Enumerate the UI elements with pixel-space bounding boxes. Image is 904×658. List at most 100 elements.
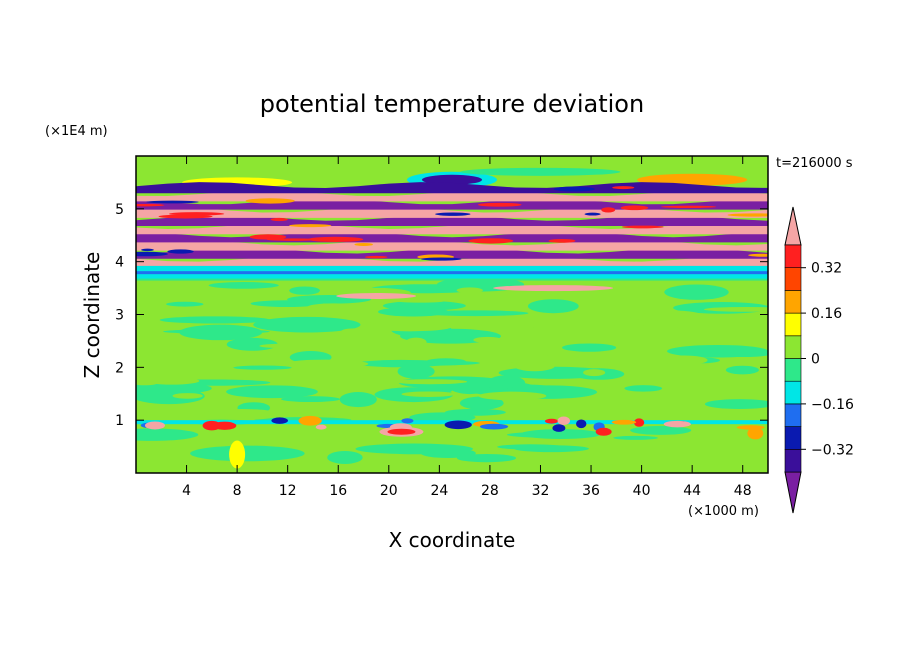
filament <box>158 214 213 219</box>
y-tick-label: 5 <box>115 202 124 218</box>
positive-streak <box>392 379 468 385</box>
colorbar-segment <box>784 312 802 337</box>
colorbar: 0.32 0.16 0 −0.16 −0.32 <box>784 206 854 514</box>
positive-streak <box>202 409 282 420</box>
top-near-zero <box>460 167 621 176</box>
positive-streak <box>583 369 606 377</box>
positive-streak <box>377 374 398 381</box>
positive-streak <box>498 352 551 363</box>
positive-streak <box>478 391 547 401</box>
near-zero-patch <box>159 316 271 324</box>
z1-disturbance <box>315 424 327 430</box>
near-zero-patch <box>562 343 617 352</box>
x-tick-label: 36 <box>582 483 600 499</box>
colorbar-segment <box>784 244 802 269</box>
near-zero-patch <box>444 408 506 416</box>
positive-streak <box>479 325 534 330</box>
filament <box>136 251 168 257</box>
filament <box>621 225 664 229</box>
x-tick-label: 48 <box>734 483 752 499</box>
near-zero-patch <box>422 310 529 317</box>
z1-disturbance <box>663 420 691 428</box>
filament <box>477 202 522 207</box>
colorbar-segment <box>784 403 802 427</box>
filament <box>249 234 287 240</box>
x-tick-label: 4 <box>182 483 191 499</box>
filament <box>420 257 462 261</box>
positive-streak <box>621 332 680 336</box>
colorbar-segment <box>784 448 802 473</box>
z1-disturbance <box>633 418 645 427</box>
positive-streak <box>136 372 180 376</box>
top-cold-core <box>422 174 482 185</box>
chart-title: potential temperature deviation <box>260 90 644 118</box>
edge-warm-blob <box>144 421 165 430</box>
x-tick-label: 8 <box>233 483 242 499</box>
near-zero-patch <box>624 385 663 392</box>
z1-disturbance <box>401 418 414 424</box>
filament <box>270 217 288 222</box>
positive-streak <box>401 391 456 397</box>
filament <box>435 212 471 216</box>
colorbar-segment <box>784 380 802 405</box>
filament <box>266 238 321 241</box>
z1-warm-blob <box>747 427 764 440</box>
near-zero-patch <box>289 286 320 295</box>
near-zero-patch <box>664 284 729 300</box>
near-zero-patch <box>253 316 361 333</box>
near-zero-patch <box>704 399 768 410</box>
positive-streak <box>394 298 446 303</box>
filament <box>307 236 364 242</box>
x-tick-label: 16 <box>329 483 347 499</box>
positive-streak <box>703 306 768 312</box>
near-zero-patch <box>136 388 205 405</box>
near-zero-patch <box>327 451 363 464</box>
contour-field <box>136 156 768 473</box>
positive-streak <box>259 343 320 349</box>
near-zero-patch <box>226 337 278 351</box>
positive-streak <box>284 359 369 369</box>
positive-streak <box>164 353 238 357</box>
x-axis: 4 8 12 16 20 24 28 32 36 40 44 48 <box>182 156 752 499</box>
positive-streak <box>678 366 717 372</box>
x-axis-label: X coordinate <box>389 528 516 552</box>
near-zero-patch <box>459 396 504 410</box>
filament <box>584 212 601 216</box>
colorbar-segment <box>784 267 802 291</box>
filament <box>612 186 635 190</box>
y-tick-label: 1 <box>115 413 124 429</box>
near-zero-patch <box>397 364 435 379</box>
colorbar-segment <box>784 290 802 314</box>
z1-disturbance <box>611 419 637 425</box>
filament <box>661 205 717 209</box>
near-zero-patch <box>368 360 480 366</box>
z1-disturbance <box>298 415 322 426</box>
positive-streak <box>611 318 647 328</box>
z1-disturbance <box>576 419 587 429</box>
positive-streak <box>642 310 703 321</box>
z1-disturbance <box>557 416 571 425</box>
filament <box>468 238 514 244</box>
positive-streak <box>213 305 274 314</box>
filament <box>601 207 616 213</box>
colorbar-label: −0.16 <box>811 397 854 413</box>
strong-layer <box>136 214 768 227</box>
near-zero-patch <box>456 453 517 463</box>
colorbar-label: 0 <box>811 352 820 368</box>
filament <box>365 255 388 259</box>
x-tick-label: 24 <box>430 483 448 499</box>
near-zero-patch <box>497 444 564 450</box>
positive-streak <box>405 337 427 347</box>
colorbar-label: 0.32 <box>811 261 842 277</box>
near-zero-patch <box>506 431 598 438</box>
y-tick-label: 3 <box>115 308 124 324</box>
near-zero-patch <box>166 301 204 307</box>
positive-streak <box>514 399 541 405</box>
near-zero-patch <box>233 365 292 370</box>
filament <box>620 205 649 211</box>
colorbar-segment <box>784 335 802 359</box>
filament <box>748 253 768 257</box>
pink-wisp <box>336 293 417 300</box>
